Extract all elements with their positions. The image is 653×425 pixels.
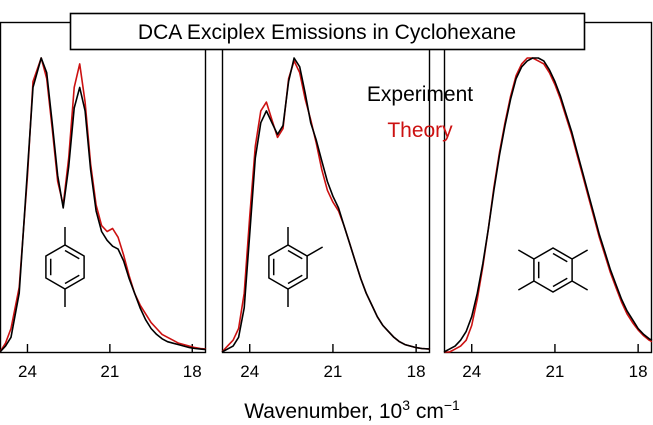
legend-entry-theory: Theory: [387, 119, 453, 142]
methyl-bond: [306, 246, 324, 257]
benzene-ring: [45, 244, 85, 290]
double-bond: [552, 252, 568, 263]
x-axis-label: Wavenumber, 103 cm−1: [244, 397, 460, 423]
x-axis-label-exponent: 3: [402, 397, 410, 413]
double-bond: [64, 249, 80, 260]
x-tick-label: 24: [240, 362, 259, 381]
x-tick-label: 18: [183, 362, 202, 381]
molecule-1-2-4-5-tetramethylbenzene-icon: [517, 247, 589, 293]
double-bond: [64, 274, 80, 285]
series-line-experiment: [221, 57, 431, 353]
double-bond: [287, 249, 303, 260]
methyl-bond: [517, 280, 535, 291]
legend: Experiment Theory: [367, 83, 473, 142]
x-tick-label: 21: [545, 362, 564, 381]
x-axis-label-unit: cm: [410, 400, 444, 423]
x-axis-label-main: Wavenumber, 10: [244, 400, 402, 423]
benzene-ring: [268, 244, 308, 290]
overlay-layer: DCA Exciplex Emissions in Cyclohexane Exp…: [69, 12, 586, 423]
x-axis-label-unit-exponent: −1: [444, 397, 460, 413]
series-line-experiment: [443, 57, 653, 353]
series-line-theory: [444, 57, 653, 353]
methyl-bond: [517, 249, 535, 260]
chart-title-box: DCA Exciplex Emissions in Cyclohexane: [69, 12, 586, 51]
benzene-ring: [533, 247, 573, 293]
title-frame: [69, 12, 586, 51]
x-tick-label: 18: [629, 362, 648, 381]
legend-entry-experiment: Experiment: [367, 83, 473, 106]
x-tick-label: 21: [323, 362, 342, 381]
x-tick-label: 24: [18, 362, 37, 381]
methyl-bond: [571, 249, 589, 260]
panel-frame: [0, 21, 207, 354]
chart-title: DCA Exciplex Emissions in Cyclohexane: [138, 21, 516, 44]
x-tick-label: 24: [462, 362, 481, 381]
double-bond: [287, 274, 303, 285]
panels-layer: 24 21 18 24 21 18 24 21 18: [0, 21, 653, 381]
series-line-theory: [0, 57, 207, 353]
series-line-experiment: [0, 57, 207, 353]
x-tick-label: 18: [407, 362, 426, 381]
panel-1: 24 21 18: [0, 21, 207, 381]
molecule-1-2-4-trimethylbenzene-icon: [268, 227, 324, 307]
panel-2: 24 21 18: [221, 21, 431, 381]
double-bond: [552, 277, 568, 288]
molecule-p-xylene-icon: [45, 227, 85, 307]
methyl-bond: [571, 280, 589, 291]
panel-3: 24 21 18: [443, 21, 653, 381]
x-tick-label: 21: [100, 362, 119, 381]
